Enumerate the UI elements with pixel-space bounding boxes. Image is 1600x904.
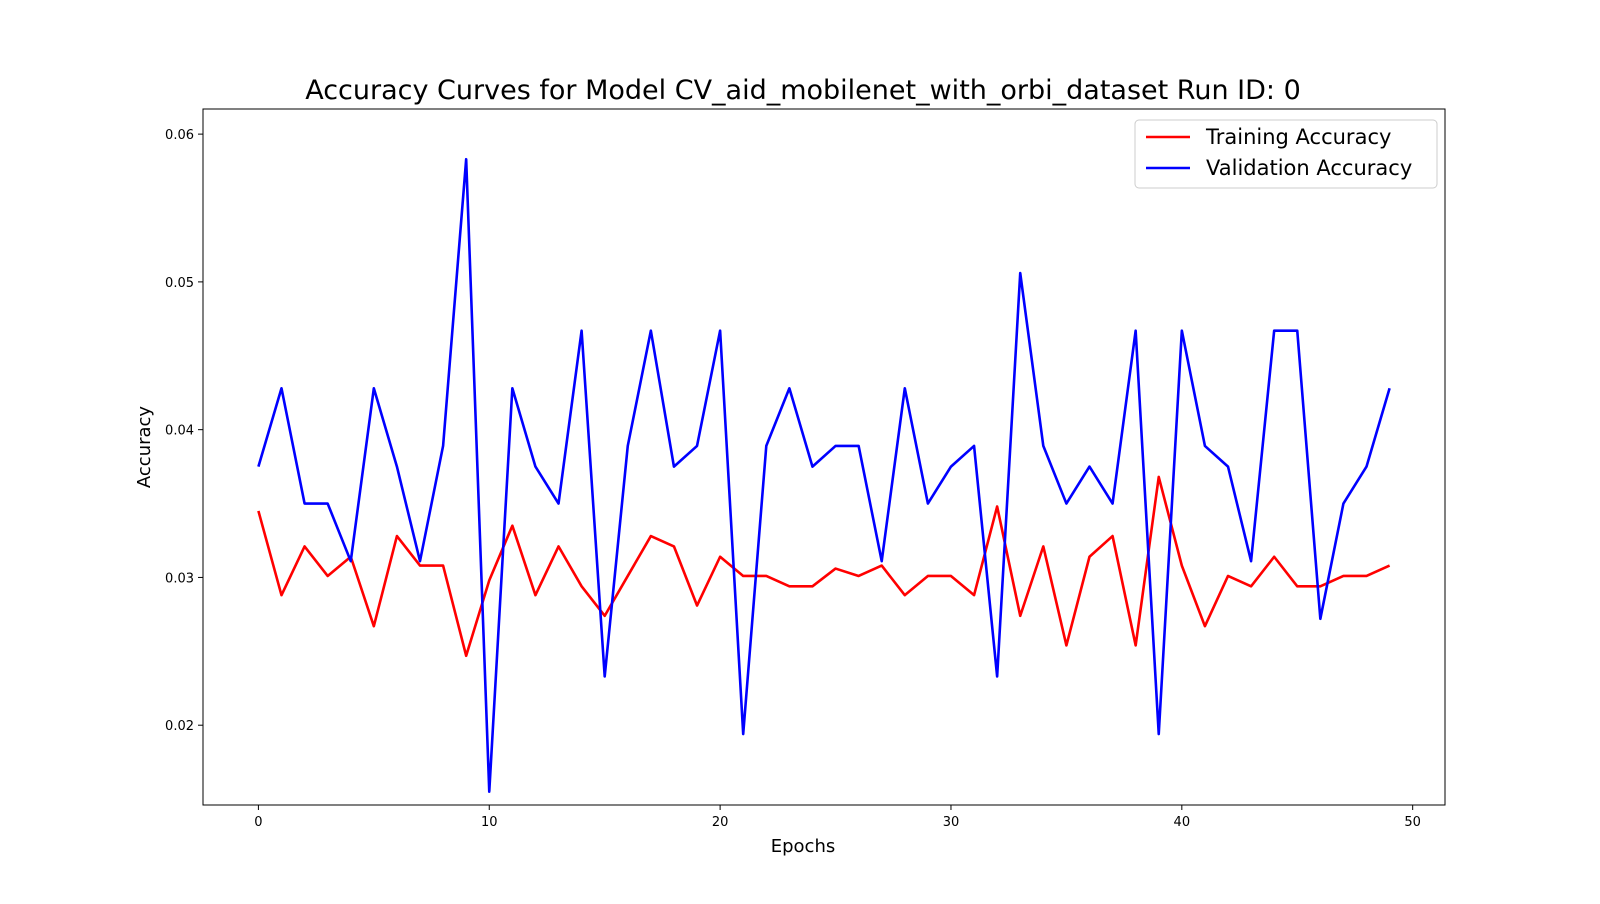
x-tick-label: 10	[481, 815, 498, 830]
y-tick-label: 0.02	[165, 719, 194, 734]
x-tick-label: 50	[1404, 815, 1421, 830]
plot-frame	[202, 108, 1446, 806]
y-tick-label: 0.05	[165, 276, 194, 291]
plot-area: 0 10 20 30 40 50 0.02 0.03 0.04 0.05 0.06	[165, 108, 1446, 830]
legend: Training Accuracy Validation Accuracy	[1134, 119, 1438, 189]
series-line-training-accuracy	[257, 475, 1391, 658]
x-tick-label: 0	[254, 815, 262, 830]
x-tick-label: 40	[1174, 815, 1191, 830]
chart-title: Accuracy Curves for Model CV_aid_mobilen…	[305, 75, 1301, 106]
y-tick-label: 0.03	[165, 571, 194, 586]
legend-label: Validation Accuracy	[1206, 156, 1412, 180]
legend-label: Training Accuracy	[1205, 125, 1391, 149]
legend-box	[1134, 119, 1438, 189]
x-tick-label: 30	[943, 815, 960, 830]
y-tick-label: 0.06	[165, 128, 194, 143]
x-axis-label: Epochs	[771, 836, 836, 857]
y-axis-label: Accuracy	[134, 406, 155, 489]
y-tick-label: 0.04	[165, 424, 194, 439]
x-tick-label: 20	[712, 815, 729, 830]
series-line-validation-accuracy	[257, 157, 1391, 794]
